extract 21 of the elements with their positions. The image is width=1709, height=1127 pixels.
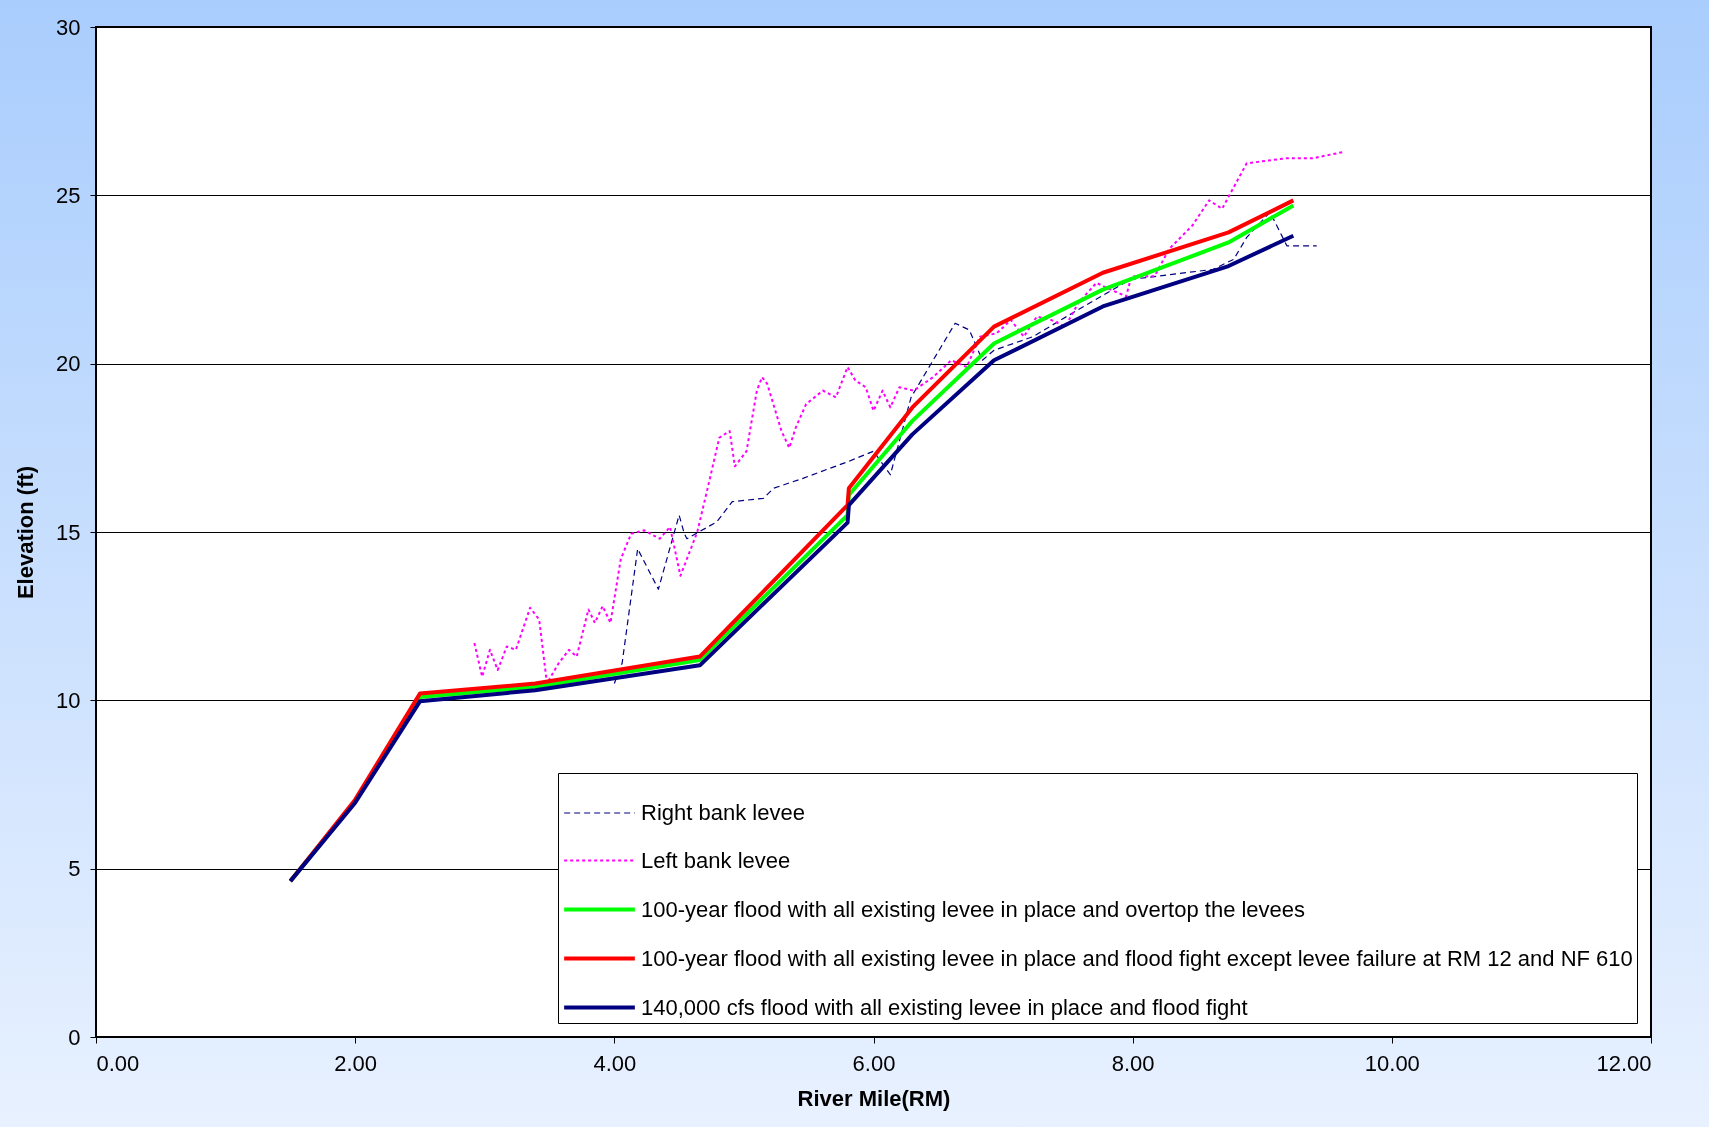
x-tick-label: 6.00 (852, 1050, 896, 1076)
y-axis-title: Elevation (ft) (13, 465, 39, 600)
y-tick-label: 10 (56, 687, 81, 713)
legend-label: Right bank levee (641, 800, 805, 825)
y-tick-label: 0 (68, 1024, 81, 1050)
y-tick-label: 25 (56, 182, 81, 208)
x-tick-label: 10.00 (1364, 1050, 1420, 1076)
y-tick-label: 30 (56, 14, 81, 40)
x-tick-label: 8.00 (1111, 1050, 1155, 1076)
legend-label: 100-year flood with all existing levee in place and overtop the levees (641, 896, 1306, 922)
legend-label: 100-year flood with all existing levee in place and flood fight except levee failure at RM 12 and NF 610 (641, 945, 1633, 971)
legend-label: Left bank levee (641, 847, 791, 873)
x-tick-label: 2.00 (334, 1050, 378, 1076)
y-tick-label: 5 (68, 856, 81, 882)
legend-label: 140,000 cfs flood with all existing levee in place and flood fight (641, 994, 1248, 1020)
y-tick-label: 20 (56, 351, 81, 377)
x-tick-label: 4.00 (593, 1050, 637, 1076)
y-tick-label: 15 (56, 519, 81, 545)
x-axis-title: River Mile(RM) (797, 1085, 951, 1111)
x-tick-label: 0.00 (96, 1050, 140, 1076)
x-tick-label: 12.00 (1596, 1050, 1652, 1076)
